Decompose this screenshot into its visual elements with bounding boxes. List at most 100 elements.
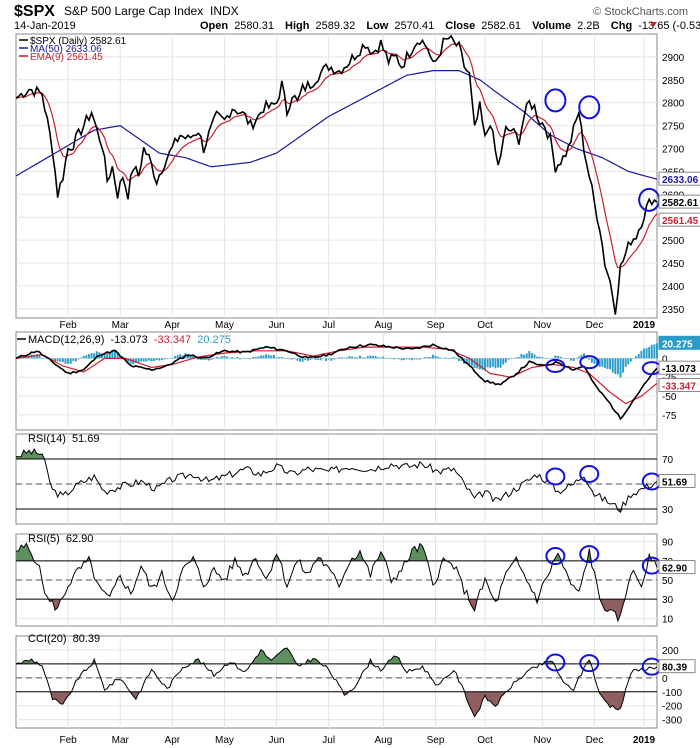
cci-legend-name: CCI(20): [28, 633, 67, 645]
macd-histogram-bar: [624, 358, 627, 367]
macd-histogram-bar: [546, 358, 549, 359]
macd-histogram-bar: [444, 357, 447, 359]
macd-histogram-bar: [59, 358, 62, 362]
price-month-label: May: [215, 320, 234, 331]
macd-histogram-bar: [262, 355, 265, 359]
annotation-circle: [579, 545, 600, 564]
macd-line: [15, 343, 658, 421]
macd-histogram-bar: [200, 358, 202, 360]
macd-histogram-bar: [345, 357, 348, 359]
macd-histogram-bar: [278, 357, 281, 359]
legend-ema9: EMA(9) 2561.45: [30, 52, 103, 63]
macd-histogram-bar: [220, 356, 223, 359]
x-axis-month-label: 2019: [633, 735, 656, 746]
macd-histogram-bar: [478, 358, 481, 370]
macd-histogram-bar: [528, 350, 531, 359]
macd-histogram-bar: [525, 353, 528, 359]
exchange-label: INDX: [210, 4, 239, 18]
panel-rsi5-tick-label: 90: [662, 538, 674, 549]
last-signal-label-bg: [658, 378, 700, 393]
x-axis-month-label: May: [215, 735, 234, 746]
panel-cci-last-label-bg: [658, 659, 696, 674]
macd-frame: [15, 331, 658, 431]
macd-histogram-bar: [236, 356, 239, 359]
macd-histogram-bar: [189, 354, 192, 359]
price-tick-label: 2750: [662, 122, 685, 133]
annotation-circle: [579, 654, 600, 673]
macd-histogram-bar: [400, 358, 403, 361]
panel-rsi5-tick-label: 30: [662, 595, 674, 606]
watermark: © StockCharts.com: [593, 6, 688, 18]
macd-histogram-bar: [80, 357, 83, 359]
macd-histogram-bar: [460, 358, 463, 361]
price-month-label: Nov: [533, 320, 551, 331]
macd-histogram-bar: [179, 354, 182, 359]
macd-histogram-bar: [275, 357, 278, 359]
panel-rsi14-frame: [15, 433, 658, 525]
panel-cci-tick-label: -100: [662, 688, 682, 699]
low-value: 2570.41: [394, 20, 434, 32]
macd-histogram-bar: [202, 358, 205, 360]
svg-text:RSI(5) 62.90: RSI(5) 62.90: [28, 533, 93, 545]
macd-histogram-bar: [244, 358, 247, 359]
macd-histogram-bar: [95, 351, 98, 359]
legend-spx: $SPX (Daily) 2582.61: [30, 36, 127, 47]
macd-histogram-bar: [312, 358, 315, 359]
last-price-label: 2582.61: [662, 198, 699, 209]
macd-histogram-bar: [111, 350, 114, 359]
macd-histogram-bar: [197, 358, 200, 360]
macd-histogram-bar: [35, 354, 38, 359]
macd-histogram-bar: [426, 357, 429, 359]
price-tick-label: 2400: [662, 282, 685, 293]
annotation-circle: [579, 465, 600, 483]
macd-histogram-bar: [358, 355, 361, 359]
macd-histogram-bar: [541, 357, 544, 359]
macd-histogram-bar: [207, 358, 210, 361]
panel-cci-tick-label: 200: [662, 646, 679, 657]
macd-histogram-bar: [590, 358, 593, 363]
macd-histogram-bar: [499, 358, 502, 368]
macd-histogram-bar: [437, 356, 440, 359]
macd-histogram-bar: [168, 358, 171, 359]
close-label: Close: [445, 20, 475, 32]
macd-histogram-bar: [134, 358, 137, 363]
macd-histogram-bar: [619, 358, 622, 378]
macd-histogram-bar: [291, 358, 294, 360]
macd-histogram-bar: [153, 358, 156, 362]
macd-histogram-bar: [270, 355, 273, 359]
macd-histogram-bar: [523, 354, 526, 359]
x-axis-month-label: Sep: [427, 735, 445, 746]
macd-histogram-bar: [507, 358, 510, 360]
macd-histogram-bar: [596, 358, 599, 366]
macd-histogram-bar: [145, 358, 148, 362]
macd-histogram-bar: [551, 358, 554, 359]
macd-histogram-bar: [601, 358, 604, 367]
symbol-title: $SPX: [14, 3, 55, 20]
macd-histogram-bar: [447, 358, 450, 360]
macd-histogram-bar: [614, 358, 617, 375]
macd-histogram-bar: [439, 357, 442, 359]
panel-cci-tick-label: -200: [662, 702, 682, 713]
macd-histogram-bar: [38, 355, 41, 359]
macd-histogram-bar: [142, 358, 145, 362]
macd-histogram-bar: [473, 358, 476, 368]
macd-histogram-bar: [504, 358, 507, 363]
high-value: 2589.32: [316, 20, 356, 32]
macd-histogram-bar: [598, 358, 601, 367]
macd-histogram-bar: [314, 358, 317, 360]
price-tick-label: 2850: [662, 76, 685, 87]
spx-price-line: [15, 34, 658, 315]
macd-histogram-bar: [340, 357, 343, 359]
macd-histogram-bar: [155, 358, 158, 361]
macd-histogram-bar: [283, 357, 286, 359]
macd-histogram-bar: [564, 358, 567, 359]
symbol-name: S&P 500 Large Cap Index: [64, 4, 203, 18]
last-ema9-label: 2561.45: [662, 216, 699, 227]
price-month-label: Jun: [269, 320, 285, 331]
macd-histogram-bar: [348, 356, 351, 359]
macd-histogram-bar: [369, 355, 372, 359]
macd-histogram-bar: [486, 358, 489, 368]
macd-histogram-bar: [468, 358, 471, 366]
